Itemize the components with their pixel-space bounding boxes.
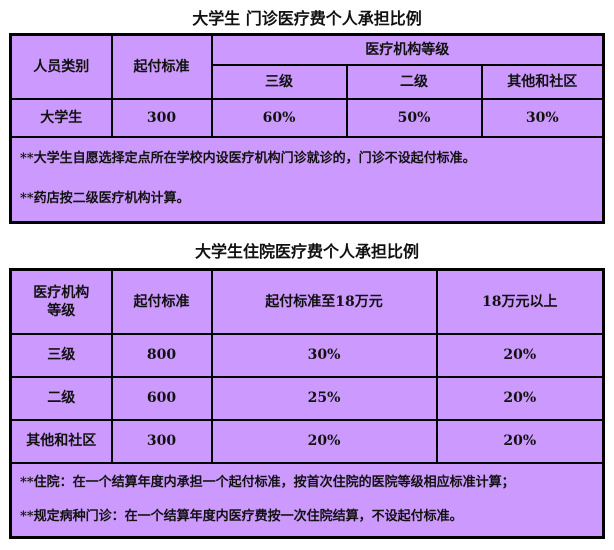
cell-deductible: 300 xyxy=(110,418,213,464)
outpatient-title: 大学生 门诊医疗费个人承担比例 xyxy=(192,9,422,28)
cell-category: 大学生 xyxy=(9,97,113,138)
header-rate-to-18w: 起付标准至18万元 xyxy=(210,268,438,335)
header-level: 医疗机构等级 xyxy=(9,268,113,335)
cell-level: 三级 xyxy=(9,332,113,378)
cell-deductible: 300 xyxy=(110,97,213,138)
cell-rate: 30% xyxy=(480,97,605,138)
table-row: 大学生 300 60% 50% 30% xyxy=(9,97,605,138)
cell-rate: 50% xyxy=(345,97,483,138)
header-level: 二级 xyxy=(345,63,483,100)
cell-rate: 25% xyxy=(210,375,438,421)
cell-rate: 20% xyxy=(435,418,605,464)
inpatient-title: 大学生住院医疗费个人承担比例 xyxy=(194,242,419,261)
note: **住院：在一个结算年度内承担一个起付标准，按首次住院的医院等级相应标准计算； xyxy=(20,474,515,490)
table-row: 其他和社区 300 20% 20% xyxy=(9,418,605,464)
inpatient-notes: **住院：在一个结算年度内承担一个起付标准，按首次住院的医院等级相应标准计算； … xyxy=(9,461,605,538)
header-level: 三级 xyxy=(210,63,348,100)
header-deductible: 起付标准 xyxy=(110,268,213,335)
cell-rate: 60% xyxy=(210,97,348,138)
table-row: 三级 800 30% 20% xyxy=(9,332,605,378)
header-level-group: 医疗机构等级 xyxy=(210,33,605,66)
cell-level: 二级 xyxy=(9,375,113,421)
header-category: 人员类别 xyxy=(9,33,113,100)
note: **药店按二级医疗机构计算。 xyxy=(20,191,190,207)
cell-level: 其他和社区 xyxy=(9,418,113,464)
cell-rate: 20% xyxy=(210,418,438,464)
table-row: 二级 600 25% 20% xyxy=(9,375,605,421)
note: **大学生自愿选择定点所在学校内设医疗机构门诊就诊的，门诊不设起付标准。 xyxy=(20,151,476,167)
header-deductible: 起付标准 xyxy=(110,33,213,100)
header-level: 其他和社区 xyxy=(480,63,605,100)
cell-rate: 20% xyxy=(435,332,605,378)
cell-rate: 30% xyxy=(210,332,438,378)
outpatient-notes: **大学生自愿选择定点所在学校内设医疗机构门诊就诊的，门诊不设起付标准。 **药… xyxy=(9,135,605,224)
header-rate-above-18w: 18万元以上 xyxy=(435,268,605,335)
cell-deductible: 800 xyxy=(110,332,213,378)
note: **规定病种门诊：在一个结算年度内医疗费按一次住院结算，不设起付标准。 xyxy=(20,508,463,524)
cell-rate: 20% xyxy=(435,375,605,421)
inpatient-table: 医疗机构等级 起付标准 起付标准至18万元 18万元以上 三级 800 30% … xyxy=(9,268,605,539)
cell-deductible: 600 xyxy=(110,375,213,421)
outpatient-table: 人员类别 起付标准 医疗机构等级 三级 二级 其他和社区 大学生 300 60%… xyxy=(9,33,605,224)
